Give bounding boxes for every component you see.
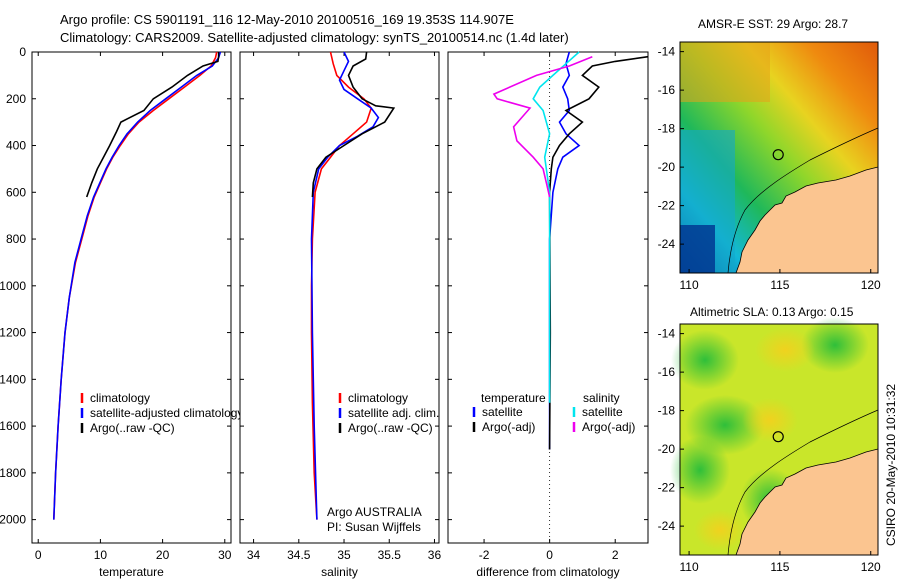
plot-frame	[447, 51, 649, 544]
map-y-tick-label: -24	[658, 519, 676, 533]
map-x-tick-label: 120	[861, 278, 881, 292]
x-tick-label: 35.5	[378, 548, 402, 562]
legend-heading-salinity: salinity	[583, 391, 620, 405]
legend-entry: satellite adj. clim.	[348, 406, 439, 420]
map-y-tick-label: -18	[658, 404, 676, 418]
x-axis-label: salinity	[321, 565, 358, 579]
x-tick-label: 36	[428, 548, 442, 562]
legend-entry: climatology	[348, 391, 408, 405]
y-tick-label: 1200	[0, 326, 26, 340]
legend-entry: Argo(-adj)	[482, 420, 535, 434]
map-y-tick-label: -22	[658, 481, 676, 495]
legend-entry: Argo(..raw -QC)	[348, 421, 433, 435]
series-line-argo-raw-qc	[85, 52, 220, 198]
sla-map	[670, 317, 879, 556]
x-tick-label: 2	[612, 548, 619, 562]
map-axes: 110 115 120 -14 -16 -18 -20 -22 -24 110 115 120 -14 -…	[658, 45, 881, 574]
y-tick-label: 1800	[0, 466, 26, 480]
x-tick-label: 0	[35, 548, 42, 562]
sla-low-anomaly	[670, 436, 730, 504]
y-tick-label: 1600	[0, 419, 26, 433]
sla-map-title: Altimetric SLA: 0.13 Argo: 0.15	[690, 305, 854, 319]
legend-entry: satellite	[482, 405, 523, 419]
x-tick-label: 10	[94, 548, 108, 562]
legend-entry: Argo(-adj)	[582, 420, 635, 434]
sst-map	[679, 41, 879, 274]
x-axis-label: temperature	[99, 565, 164, 579]
y-tick-label: 1000	[0, 279, 26, 293]
temperature-panel: 0 10 20 30 0 200 400 600 800 1000 1200 1400 1600 1800…	[0, 45, 243, 579]
sst-cold-patch	[680, 225, 715, 273]
sst-warm-patch	[680, 42, 770, 102]
sst-map-title: AMSR-E SST: 29 Argo: 28.7	[698, 17, 848, 31]
sla-high-anomaly	[694, 510, 746, 550]
map-x-tick-label: 110	[680, 560, 699, 574]
sla-low-anomaly	[671, 330, 739, 390]
map-y-tick-label: -20	[658, 442, 676, 456]
map-y-tick-label: -18	[658, 122, 676, 136]
y-tick-label: 1400	[0, 372, 26, 386]
map-y-tick-label: -22	[658, 199, 676, 213]
series-line-satellite-adjusted-climatology	[53, 51, 222, 520]
x-tick-label: 34	[247, 548, 261, 562]
x-tick-label: 20	[156, 548, 170, 562]
legend-entry: climatology	[90, 391, 150, 405]
map-y-tick-label: -14	[658, 327, 676, 341]
series-line-argo-raw-qc	[311, 51, 396, 198]
sla-land-australia	[735, 448, 879, 556]
x-tick-label: 30	[218, 548, 232, 562]
sla-high-anomaly	[755, 328, 815, 372]
x-axis-label: difference from climatology	[476, 565, 619, 579]
y-tick-label: 2000	[0, 513, 26, 527]
salinity-panel: 34 34.5 35 35.5 36 salinity climatologysatelli…	[239, 51, 442, 579]
x-tick-label: -2	[479, 548, 490, 562]
operator-annotation: Argo AUSTRALIA	[327, 505, 422, 519]
sla-bathymetry-contour	[727, 409, 879, 556]
profile-location-marker	[772, 149, 784, 161]
figure-title-line1: Argo profile: CS 5901191_116 12-May-2010…	[60, 12, 514, 27]
y-tick-label: 0	[19, 45, 26, 59]
sla-map-frame	[679, 323, 879, 556]
plot-frame	[31, 51, 232, 544]
series-line-salinity-satellite	[532, 51, 580, 403]
legend-heading-temperature: temperature	[481, 391, 546, 405]
map-x-tick-label: 115	[770, 278, 789, 292]
x-tick-label: 34.5	[287, 548, 311, 562]
legend-entry: Argo(..raw -QC)	[90, 421, 175, 435]
map-y-tick-label: -16	[658, 83, 676, 97]
difference-panel: -2 0 2 difference from climatology temperatu…	[447, 51, 649, 579]
series-line-temperature-argo-adj	[548, 55, 649, 450]
sst-map-frame	[679, 41, 879, 274]
legend-entry: satellite	[582, 405, 623, 419]
x-tick-label: 0	[546, 548, 553, 562]
legend-entry: satellite-adjusted climatology	[90, 406, 243, 420]
sla-high-anomaly	[742, 398, 798, 442]
y-tick-label: 200	[6, 92, 26, 106]
series-line-salinity-argo-adj	[492, 55, 593, 198]
profile-location-marker	[772, 431, 784, 443]
map-x-tick-label: 110	[680, 278, 699, 292]
y-tick-label: 400	[6, 139, 26, 153]
y-tick-label: 600	[6, 185, 26, 199]
map-x-tick-label: 115	[770, 560, 789, 574]
credit-stamp: CSIRO 20-May-2010 10:31:32	[884, 384, 898, 546]
y-tick-label: 800	[6, 232, 26, 246]
x-tick-label: 35	[337, 548, 351, 562]
sst-bathymetry-contour	[727, 127, 879, 274]
figure-title-line2: Climatology: CARS2009. Satellite-adjuste…	[60, 30, 569, 45]
sla-low-anomaly	[801, 317, 869, 373]
operator-annotation: PI: Susan Wijffels	[327, 520, 421, 534]
map-y-tick-label: -24	[658, 237, 676, 251]
map-y-tick-label: -16	[658, 365, 676, 379]
map-y-tick-label: -20	[658, 160, 676, 174]
sst-land-australia	[735, 166, 879, 274]
plot-frame	[239, 51, 440, 544]
map-y-tick-label: -14	[658, 45, 676, 59]
map-x-tick-label: 120	[861, 560, 881, 574]
